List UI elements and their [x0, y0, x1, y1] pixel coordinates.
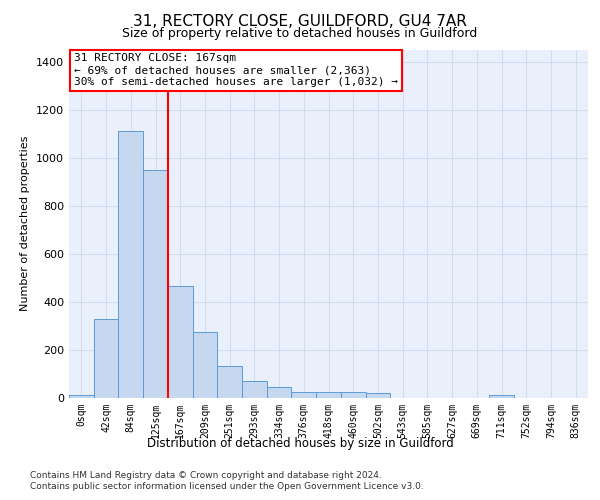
- Bar: [365, 393, 390, 398]
- Bar: [69, 395, 94, 398]
- Bar: [94, 319, 118, 398]
- Bar: [316, 392, 341, 398]
- Bar: [217, 366, 242, 398]
- Text: Distribution of detached houses by size in Guildford: Distribution of detached houses by size …: [146, 438, 454, 450]
- Y-axis label: Number of detached properties: Number of detached properties: [20, 136, 31, 312]
- Text: Contains public sector information licensed under the Open Government Licence v3: Contains public sector information licen…: [30, 482, 424, 491]
- Text: Size of property relative to detached houses in Guildford: Size of property relative to detached ho…: [122, 28, 478, 40]
- Bar: [143, 170, 168, 398]
- Bar: [292, 392, 316, 398]
- Bar: [168, 286, 193, 398]
- Bar: [489, 394, 514, 398]
- Bar: [341, 392, 365, 398]
- Bar: [193, 332, 217, 398]
- Bar: [242, 380, 267, 398]
- Bar: [267, 388, 292, 398]
- Bar: [118, 132, 143, 398]
- Text: 31, RECTORY CLOSE, GUILDFORD, GU4 7AR: 31, RECTORY CLOSE, GUILDFORD, GU4 7AR: [133, 14, 467, 29]
- Text: Contains HM Land Registry data © Crown copyright and database right 2024.: Contains HM Land Registry data © Crown c…: [30, 471, 382, 480]
- Text: 31 RECTORY CLOSE: 167sqm
← 69% of detached houses are smaller (2,363)
30% of sem: 31 RECTORY CLOSE: 167sqm ← 69% of detach…: [74, 54, 398, 86]
